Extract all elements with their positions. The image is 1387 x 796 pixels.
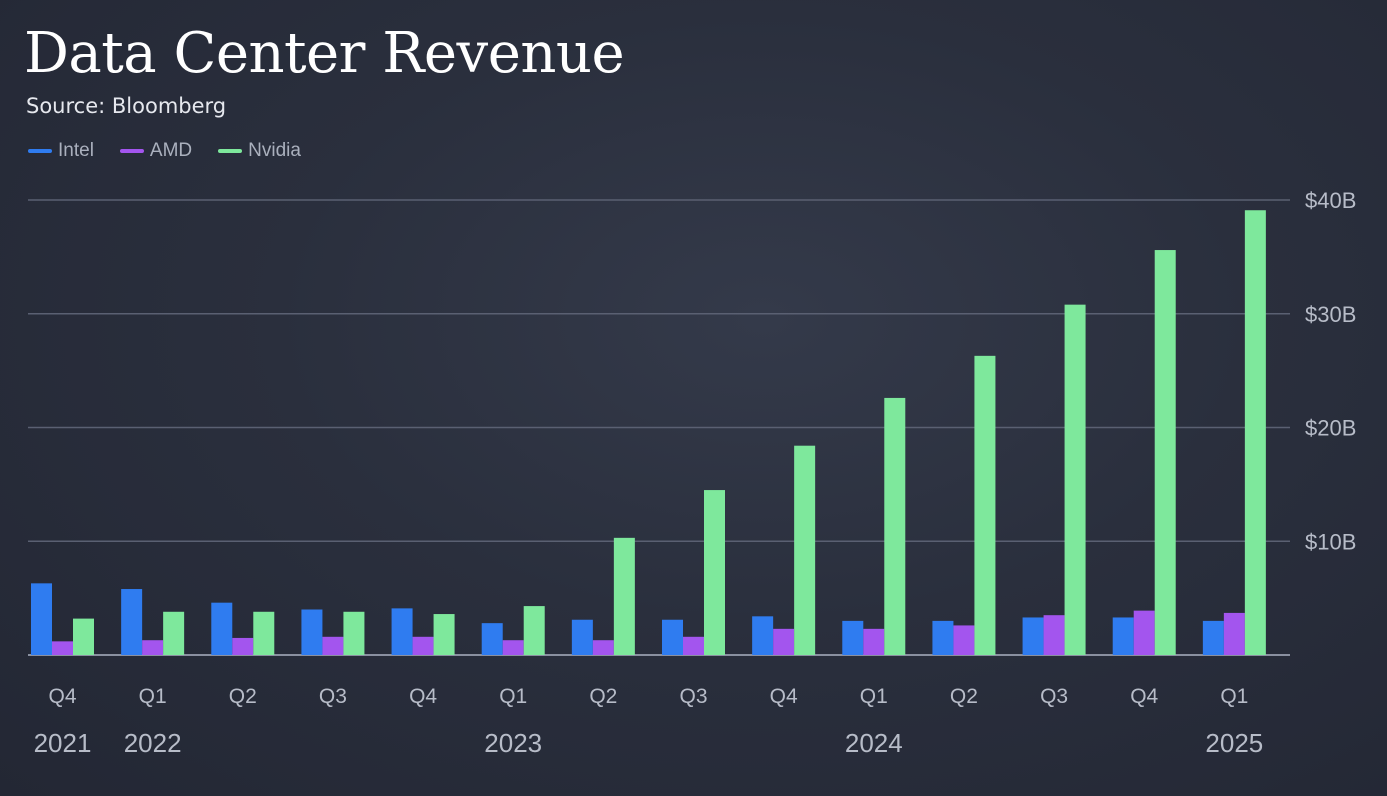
- bar-nvidia-3: [343, 611, 365, 655]
- bar-intel-0: [31, 583, 52, 655]
- y-tick-label: $30B: [1305, 302, 1356, 327]
- x-tick-label: Q1: [1220, 685, 1248, 708]
- bar-nvidia-5: [523, 606, 545, 655]
- bar-amd-11: [1043, 615, 1065, 655]
- bar-intel-10: [932, 620, 954, 655]
- legend-swatch-intel: [28, 149, 52, 153]
- legend-swatch-nvidia: [218, 149, 243, 153]
- legend-label-intel: Intel: [58, 140, 94, 161]
- y-tick-label: $40B: [1305, 188, 1356, 213]
- x-tick-label: Q1: [860, 685, 888, 708]
- bar-intel-9: [842, 620, 864, 655]
- chart-subtitle: Source: Bloomberg: [26, 94, 227, 118]
- bar-nvidia-10: [974, 355, 996, 655]
- bar-intel-7: [662, 619, 683, 655]
- bar-intel-8: [752, 616, 774, 655]
- bar-amd-9: [863, 628, 885, 655]
- legend-item-intel: Intel: [28, 140, 94, 162]
- bar-intel-1: [121, 589, 143, 655]
- bar-amd-2: [232, 637, 254, 655]
- bar-nvidia-8: [794, 445, 816, 655]
- bar-intel-2: [211, 602, 233, 655]
- gridlines: [28, 199, 1290, 656]
- x-tick-label: Q2: [589, 685, 617, 708]
- x-tick-label: Q4: [770, 685, 798, 708]
- bar-amd-7: [683, 636, 704, 655]
- bar-intel-12: [1112, 617, 1134, 655]
- bar-intel-4: [391, 608, 413, 655]
- bar-amd-0: [52, 641, 73, 655]
- x-tick-label: Q4: [1130, 685, 1158, 708]
- x-year-label: 2024: [845, 728, 903, 758]
- x-tick-label: Q3: [1040, 685, 1068, 708]
- x-tick-label: Q4: [48, 685, 76, 708]
- legend-item-amd: AMD: [119, 140, 193, 162]
- bar-intel-6: [571, 619, 593, 655]
- bar-nvidia-6: [613, 537, 635, 655]
- bar-intel-11: [1022, 617, 1044, 655]
- legend-label-nvidia: Nvidia: [248, 140, 301, 161]
- bar-nvidia-9: [884, 397, 906, 655]
- y-axis-ticks: $10B $20B $30B $40B: [1305, 188, 1356, 554]
- bar-nvidia-0: [73, 618, 94, 655]
- x-tick-label: Q1: [139, 685, 167, 708]
- x-tick-label: Q3: [679, 685, 707, 708]
- bar-amd-8: [773, 628, 795, 655]
- bar-amd-6: [592, 640, 614, 655]
- bar-amd-12: [1133, 610, 1155, 655]
- x-axis-ticks: Q4 2021 Q1 2022 Q2 Q3 Q4 Q1 2023 Q2 Q3 Q4 Q1 2024 Q2 Q3…: [34, 685, 1264, 758]
- bar-intel-3: [301, 609, 323, 655]
- bar-intel-13: [1202, 620, 1224, 655]
- legend-item-nvidia: Nvidia: [218, 140, 301, 162]
- bar-amd-1: [142, 640, 164, 655]
- bar-nvidia-1: [163, 611, 185, 655]
- x-year-label: 2022: [124, 728, 182, 758]
- x-tick-label: Q1: [499, 685, 527, 708]
- x-year-label: 2021: [34, 728, 92, 758]
- bar-nvidia-4: [433, 614, 455, 655]
- bar-amd-3: [322, 636, 344, 655]
- bar-amd-5: [502, 640, 524, 655]
- chart-legend: Intel AMD Nvidia: [28, 140, 301, 162]
- y-tick-label: $20B: [1305, 416, 1356, 441]
- bar-intel-5: [481, 623, 503, 655]
- bar-amd-10: [953, 625, 975, 655]
- legend-swatch-amd: [119, 149, 144, 153]
- bar-nvidia-7: [704, 490, 725, 655]
- bar-nvidia-2: [253, 611, 275, 655]
- bar-nvidia-13: [1244, 210, 1266, 656]
- y-tick-label: $10B: [1305, 529, 1356, 554]
- chart-title: Data Center Revenue: [24, 21, 625, 86]
- bar-nvidia-12: [1154, 250, 1176, 656]
- x-tick-label: Q2: [950, 685, 978, 708]
- bar-amd-13: [1223, 612, 1245, 655]
- x-year-label: 2025: [1205, 728, 1263, 758]
- bar-nvidia-11: [1064, 304, 1086, 655]
- x-tick-label: Q3: [319, 685, 347, 708]
- x-year-label: 2023: [484, 728, 542, 758]
- bar-amd-4: [412, 636, 434, 655]
- legend-label-amd: AMD: [149, 140, 193, 161]
- x-tick-label: Q2: [229, 685, 257, 708]
- x-tick-label: Q4: [409, 685, 437, 708]
- bars: [31, 210, 1266, 656]
